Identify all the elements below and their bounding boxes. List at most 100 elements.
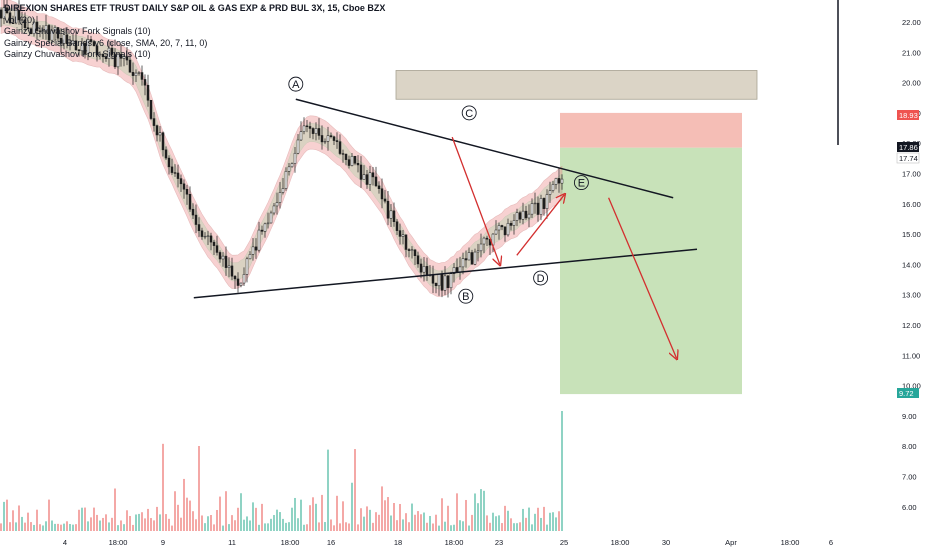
price-candle: [137, 72, 141, 74]
price-candle: [128, 59, 132, 73]
volume-bar: [231, 515, 233, 531]
price-candle: [89, 39, 93, 42]
volume-bar: [237, 507, 239, 531]
price-candle: [266, 222, 270, 225]
volume-bar: [243, 519, 245, 531]
price-candle: [98, 53, 102, 56]
price-badge-label: 18.93: [899, 111, 918, 120]
price-candle: [131, 72, 135, 76]
price-candle: [554, 178, 558, 185]
volume-bar: [99, 520, 101, 531]
price-candle: [353, 155, 357, 164]
volume-bar: [33, 524, 35, 531]
wave-label-circle-e: [573, 175, 589, 191]
price-candle: [224, 255, 228, 268]
volume-bar: [12, 510, 14, 531]
upper-trendline: [295, 98, 674, 199]
y-tick-label: 22.00: [902, 18, 921, 27]
price-candle: [293, 152, 297, 164]
price-candle: [227, 265, 231, 268]
volume-bar: [498, 515, 500, 531]
volume-bar: [558, 511, 560, 531]
price-candle: [83, 43, 87, 54]
price-candle: [434, 283, 438, 287]
volume-bar: [129, 515, 131, 531]
price-candle: [269, 212, 273, 224]
price-candle: [17, 10, 21, 21]
price-candle: [479, 243, 483, 252]
price-candle: [212, 241, 216, 246]
volume-bar: [69, 524, 71, 531]
y-tick-label: 12.00: [902, 321, 921, 330]
volume-bar: [201, 515, 203, 531]
price-candle: [191, 208, 195, 216]
volume-bar: [96, 514, 98, 531]
indicator-fork-signals-1[interactable]: Gainzy Chuvashov Fork Signals (10): [4, 26, 151, 36]
price-candle: [233, 275, 237, 280]
price-candle: [74, 40, 78, 51]
price-candle: [287, 166, 291, 172]
x-tick-label: 11: [228, 538, 236, 547]
price-candle: [395, 221, 399, 231]
volume-bar: [3, 501, 5, 531]
volume-bar: [519, 522, 521, 531]
price-candle: [548, 190, 552, 195]
volume-bar: [501, 523, 503, 531]
volume-bar: [300, 499, 302, 531]
volume-bar: [57, 523, 59, 531]
volume-bar: [18, 505, 20, 531]
price-candle: [419, 263, 423, 273]
price-candle: [404, 234, 408, 250]
price-candle: [8, 12, 12, 24]
price-candle: [296, 139, 300, 154]
volume-bar: [108, 522, 110, 531]
price-candle: [323, 141, 327, 143]
volume-bar: [183, 478, 185, 531]
x-tick-label: 18:00: [611, 538, 630, 547]
volume-bar: [66, 521, 68, 531]
volume-bar: [234, 520, 236, 531]
indicator-special-bands[interactable]: Gainzy Special Bands v6 (close, SMA, 20,…: [4, 37, 208, 48]
price-candle: [452, 267, 456, 274]
volume-bar: [321, 494, 323, 531]
indicator-volume[interactable]: Vol (20): [4, 14, 36, 25]
price-candle: [125, 56, 129, 61]
volume-bar: [306, 524, 308, 531]
price-candle: [56, 27, 60, 39]
volume-bar: [495, 516, 497, 531]
volume-bar: [387, 497, 389, 531]
volume-bar: [360, 508, 362, 531]
price-candle: [467, 252, 471, 261]
volume-bar: [411, 503, 413, 531]
volume-bar: [435, 514, 437, 531]
volume-bar: [549, 512, 551, 531]
price-candle: [122, 56, 126, 59]
volume-bar: [384, 500, 386, 531]
price-candle: [77, 49, 81, 52]
price-candle: [341, 153, 345, 155]
volume-bar: [225, 491, 227, 531]
indicator-fork-signals-2[interactable]: Gainzy Chuvashov Fork Signals (10): [4, 49, 151, 59]
price-candle: [518, 212, 522, 220]
volume-bar: [171, 525, 173, 531]
volume-bar: [507, 510, 509, 531]
volume-bar: [303, 524, 305, 531]
price-candle: [272, 205, 276, 214]
price-candle: [338, 141, 342, 154]
volume-bar: [6, 499, 8, 531]
price-candle: [365, 174, 369, 185]
volume-bar: [312, 497, 314, 531]
price-candle: [317, 128, 321, 136]
volume-bar: [348, 523, 350, 531]
price-candle: [158, 132, 162, 136]
price-candle: [44, 25, 48, 31]
price-candle: [218, 252, 222, 260]
volume-bar: [468, 525, 470, 531]
volume-bar: [204, 523, 206, 531]
price-candle: [2, 7, 6, 19]
y-tick-label: 16.00: [902, 200, 921, 209]
volume-bar: [420, 514, 422, 531]
volume-bar: [375, 512, 377, 531]
price-candle: [284, 171, 288, 189]
